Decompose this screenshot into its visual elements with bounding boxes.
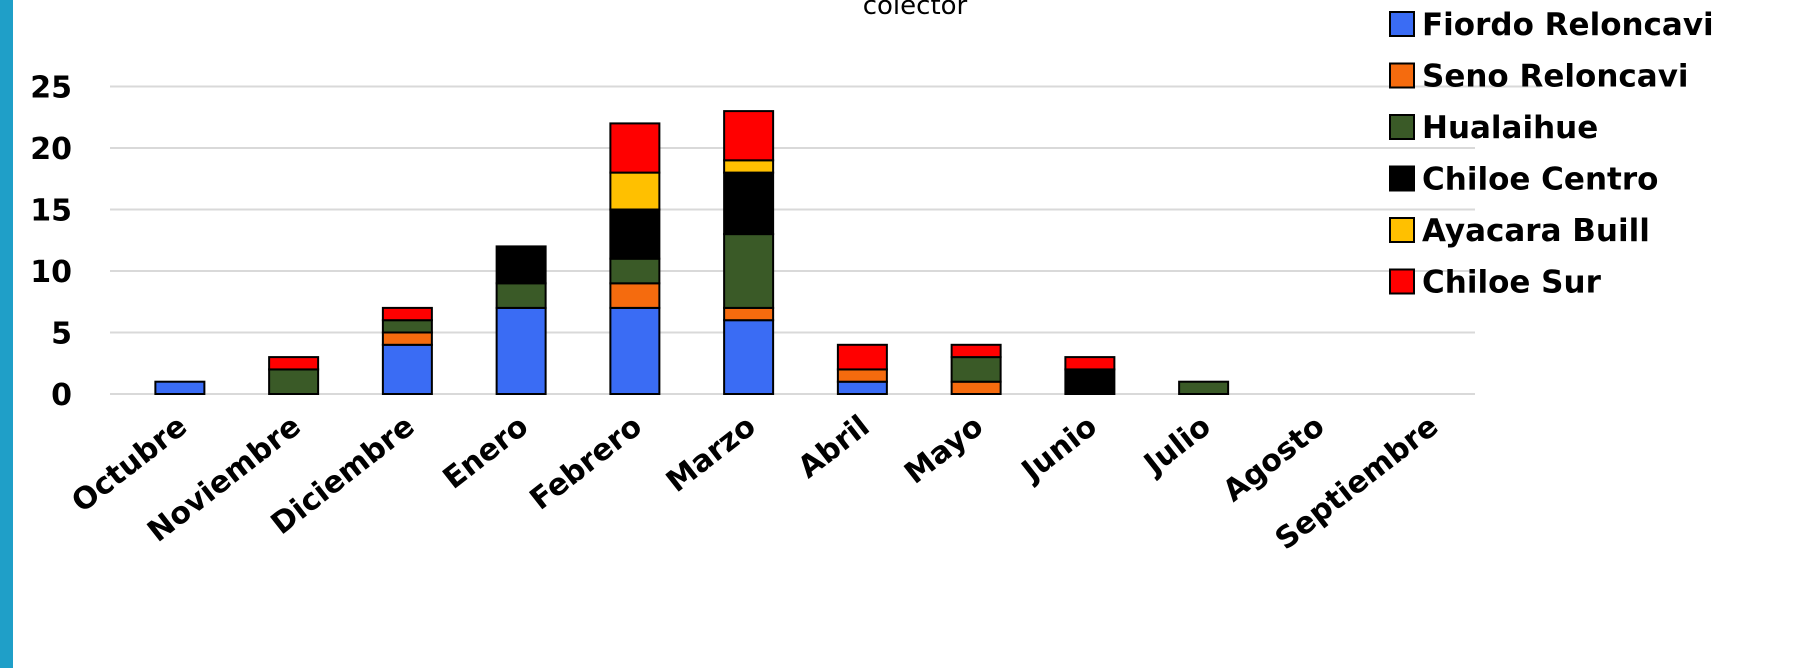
bar-segment bbox=[1064, 368, 1116, 395]
bar-segment bbox=[381, 306, 433, 322]
bar-segment bbox=[381, 331, 433, 346]
y-axis-ticks: 0 5 10 15 20 25 bbox=[30, 71, 72, 414]
bar-segment bbox=[723, 110, 775, 162]
bar-segment bbox=[609, 208, 661, 260]
bar-segment bbox=[495, 282, 547, 309]
legend-label: Fiordo Reloncavi bbox=[1422, 7, 1714, 43]
legend-label: Chiloe Centro bbox=[1422, 162, 1658, 198]
y-tick-label: 25 bbox=[30, 71, 72, 106]
x-tick-label: Febrero bbox=[524, 409, 649, 518]
bar-segment bbox=[609, 122, 661, 174]
bar-segment bbox=[723, 233, 775, 309]
legend-swatch bbox=[1389, 11, 1415, 37]
legend-label: Seno Reloncavi bbox=[1422, 59, 1689, 95]
bar-segment bbox=[609, 282, 661, 309]
y-tick-label: 15 bbox=[30, 194, 72, 229]
legend-swatch bbox=[1389, 165, 1415, 192]
bar-segment bbox=[836, 380, 888, 396]
bar-segment bbox=[495, 245, 547, 285]
x-tick-label: Junio bbox=[1014, 409, 1104, 490]
bar-segment bbox=[836, 368, 888, 383]
bar-segment bbox=[723, 159, 775, 174]
bar-segment bbox=[268, 356, 320, 371]
bar-segment bbox=[1178, 380, 1230, 396]
bars bbox=[154, 110, 1230, 396]
x-tick-label: Abril bbox=[792, 409, 877, 486]
bar-segment bbox=[723, 306, 775, 322]
y-tick-label: 10 bbox=[30, 255, 72, 290]
legend-swatch bbox=[1389, 268, 1415, 295]
y-tick-label: 20 bbox=[30, 132, 72, 167]
bar-segment bbox=[723, 171, 775, 236]
bar-segment bbox=[609, 306, 661, 395]
bar-segment bbox=[950, 380, 1002, 396]
x-tick-label: Enero bbox=[437, 409, 535, 497]
left-accent-strip bbox=[0, 0, 13, 668]
bar-segment bbox=[154, 380, 206, 396]
legend-swatch bbox=[1389, 114, 1415, 140]
chart-title: colector bbox=[863, 0, 968, 21]
x-tick-label: Mayo bbox=[898, 409, 990, 492]
bar-segment bbox=[381, 319, 433, 334]
bar-segment bbox=[950, 343, 1002, 359]
bar-segment bbox=[723, 319, 775, 396]
legend: Fiordo Reloncavi Seno Reloncavi Hualaihue C… bbox=[1389, 7, 1714, 301]
legend-swatch bbox=[1389, 217, 1415, 243]
grid-lines bbox=[110, 85, 1540, 395]
bar-segment bbox=[950, 356, 1002, 383]
bar-segment bbox=[1064, 356, 1116, 371]
bar-segment bbox=[381, 343, 433, 395]
legend-label: Hualaihue bbox=[1422, 110, 1598, 146]
legend-label: Chiloe Sur bbox=[1422, 265, 1602, 301]
bar-segment bbox=[609, 257, 661, 285]
bar-segment bbox=[495, 306, 547, 395]
x-tick-label: Julio bbox=[1136, 409, 1217, 483]
bar-segment bbox=[268, 368, 320, 395]
y-tick-label: 5 bbox=[51, 317, 72, 352]
legend-swatch bbox=[1389, 62, 1415, 89]
legend-label: Ayacara Buill bbox=[1422, 213, 1650, 249]
bar-segment bbox=[836, 343, 888, 371]
y-tick-label: 0 bbox=[51, 378, 72, 413]
x-tick-label: Marzo bbox=[660, 409, 763, 500]
bar-segment bbox=[609, 171, 661, 211]
